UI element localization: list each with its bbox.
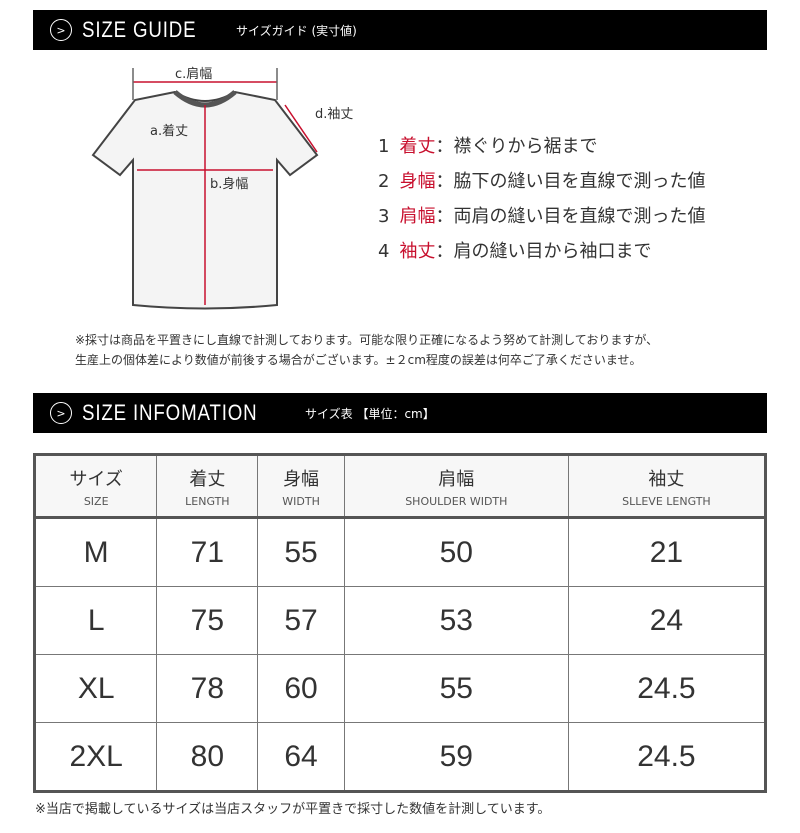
cell: 50 xyxy=(344,517,569,587)
size-guide-title: SIZE GUIDE xyxy=(82,17,197,42)
cell: 75 xyxy=(156,586,259,655)
size-info-subtitle: サイズ表 【単位：cm】 xyxy=(305,406,435,421)
cell: 24.5 xyxy=(568,722,767,792)
cell: 71 xyxy=(156,517,259,587)
footer-note: ※当店で掲載しているサイズは当店スタッフが平置きで採寸した数値を計測しています。 xyxy=(35,802,551,817)
header-width: 身幅 WIDTH xyxy=(257,454,345,519)
legend-item: 1 着丈：襟ぐりから裾まで xyxy=(378,136,598,157)
table-row: M 71 55 50 21 xyxy=(34,517,767,587)
size-table: サイズ SIZE 着丈 LENGTH 身幅 WIDTH 肩幅 SHOULDER WIDT… xyxy=(33,453,767,793)
cell: 24 xyxy=(568,586,767,655)
cell: 64 xyxy=(257,722,345,792)
legend-item: 4 袖丈：肩の縫い目から袖口まで xyxy=(378,241,652,262)
label-d: d.袖丈 xyxy=(315,107,353,122)
cell: M xyxy=(34,517,158,587)
table-row: XL 78 60 55 24.5 xyxy=(34,654,767,723)
tshirt-diagram: c.肩幅 a.着丈 b.身幅 d.袖丈 xyxy=(91,66,353,310)
header-length: 着丈 LENGTH xyxy=(156,454,259,519)
cell: 55 xyxy=(257,517,345,587)
cell: 21 xyxy=(568,517,767,587)
size-info-header: > SIZE INFOMATION サイズ表 【単位：cm】 xyxy=(33,393,767,433)
label-c: c.肩幅 xyxy=(175,66,212,82)
chevron-right-icon: > xyxy=(50,19,72,41)
cell: 78 xyxy=(156,654,259,723)
table-row: 2XL 80 64 59 24.5 xyxy=(34,722,767,792)
cell: L xyxy=(34,586,158,655)
size-guide-header: > SIZE GUIDE サイズガイド (実寸値) xyxy=(33,10,767,50)
cell: 53 xyxy=(344,586,569,655)
table-header-row: サイズ SIZE 着丈 LENGTH 身幅 WIDTH 肩幅 SHOULDER WIDT… xyxy=(34,454,767,519)
cell: 24.5 xyxy=(568,654,767,723)
measure-note: ※採寸は商品を平置きにし直線で計測しております。可能な限り正確になるよう努めて計… xyxy=(75,333,659,347)
header-size: サイズ SIZE xyxy=(34,454,158,519)
measure-note: 生産上の個体差により数値が前後する場合がございます。±２cm程度の誤差は何卒ご了… xyxy=(75,353,642,367)
header-shoulder: 肩幅 SHOULDER WIDTH xyxy=(344,454,569,519)
cell: 80 xyxy=(156,722,259,792)
cell: 57 xyxy=(257,586,345,655)
size-guide-subtitle: サイズガイド (実寸値) xyxy=(236,23,357,38)
chevron-right-icon: > xyxy=(50,402,72,424)
cell: 55 xyxy=(344,654,569,723)
size-info-title: SIZE INFOMATION xyxy=(82,400,258,425)
cell: 2XL xyxy=(34,722,158,792)
label-a: a.着丈 xyxy=(150,123,188,139)
cell: XL xyxy=(34,654,158,723)
legend-item: 3 肩幅：両肩の縫い目を直線で測った値 xyxy=(378,206,706,227)
cell: 60 xyxy=(257,654,345,723)
label-b: b.身幅 xyxy=(210,176,248,192)
legend-item: 2 身幅：脇下の縫い目を直線で測った値 xyxy=(378,171,706,192)
cell: 59 xyxy=(344,722,569,792)
table-row: L 75 57 53 24 xyxy=(34,586,767,655)
header-sleeve: 袖丈 SLLEVE LENGTH xyxy=(568,454,767,519)
